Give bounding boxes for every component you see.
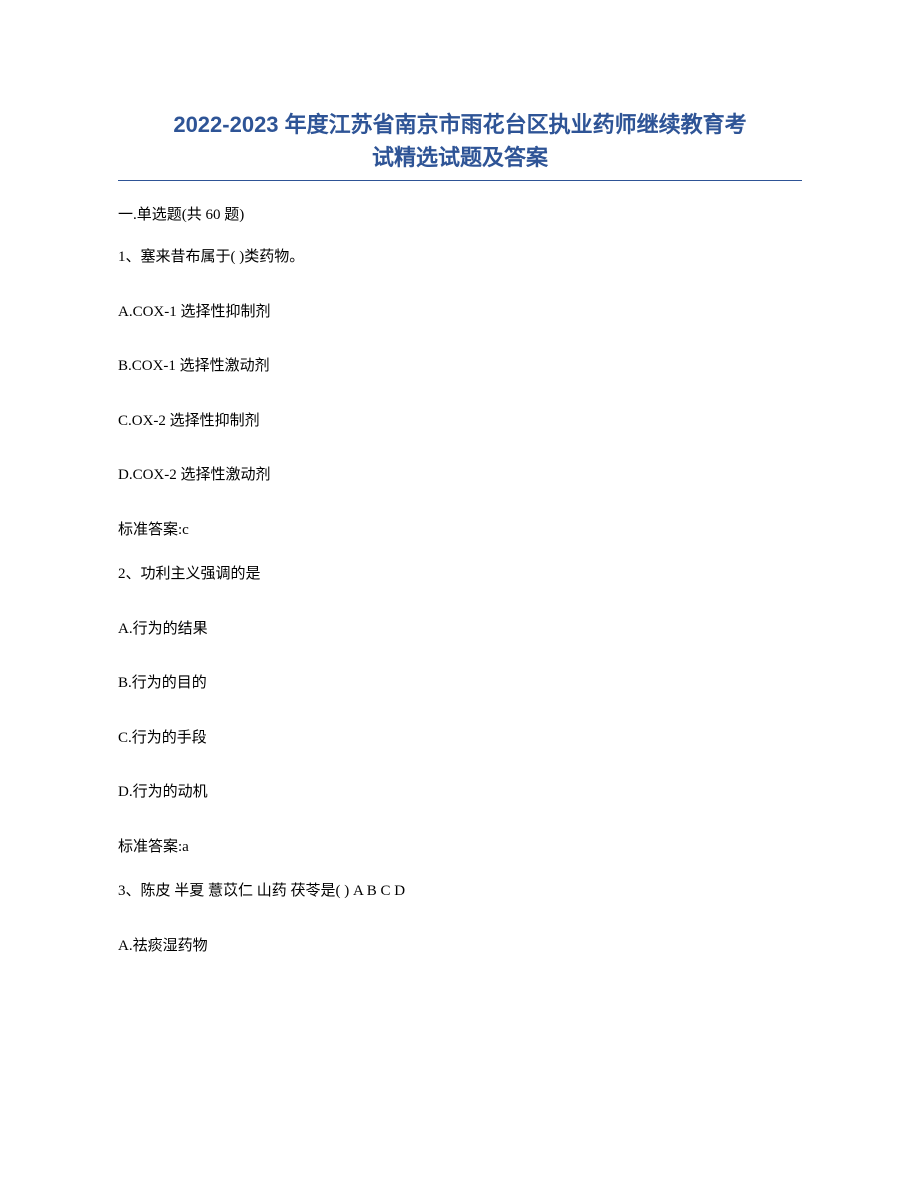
question-option: D.COX-2 选择性激动剂 — [118, 464, 802, 487]
title-line-2: 试精选试题及答案 — [372, 145, 548, 170]
question-option: B.COX-1 选择性激动剂 — [118, 355, 802, 378]
question-option: D.行为的动机 — [118, 781, 802, 804]
question-stem: 1、塞来昔布属于( )类药物。 — [118, 246, 802, 269]
question-option: B.行为的目的 — [118, 672, 802, 695]
question-option: C.OX-2 选择性抑制剂 — [118, 410, 802, 433]
title-line-1: 2022-2023 年度江苏省南京市雨花台区执业药师继续教育考 — [173, 112, 746, 137]
question-option: A.行为的结果 — [118, 618, 802, 641]
document-title: 2022-2023 年度江苏省南京市雨花台区执业药师继续教育考 试精选试题及答案 — [118, 108, 802, 174]
question-option: C.行为的手段 — [118, 727, 802, 750]
title-underline — [118, 180, 802, 181]
question-answer: 标准答案:c — [118, 519, 802, 542]
document-page: 2022-2023 年度江苏省南京市雨花台区执业药师继续教育考 试精选试题及答案… — [0, 0, 920, 1191]
question-answer: 标准答案:a — [118, 836, 802, 859]
question-stem: 2、功利主义强调的是 — [118, 563, 802, 586]
question-stem: 3、陈皮 半夏 薏苡仁 山药 茯苓是( ) A B C D — [118, 880, 802, 903]
question-option: A.COX-1 选择性抑制剂 — [118, 301, 802, 324]
question-option: A.祛痰湿药物 — [118, 935, 802, 958]
section-label: 一.单选题(共 60 题) — [118, 203, 802, 224]
